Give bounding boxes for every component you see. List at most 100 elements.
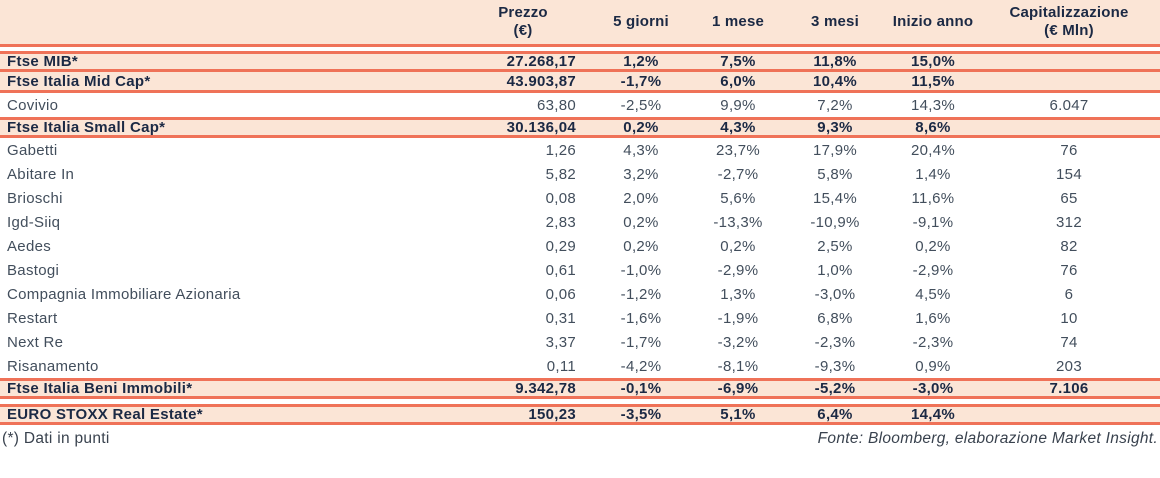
cell-value: 0,2% xyxy=(623,237,659,255)
cell-name: Next Re xyxy=(7,333,64,351)
column-header: 1 mese xyxy=(711,13,765,30)
cell-name: Igd-Siiq xyxy=(7,213,61,231)
cell-value: 150,23 xyxy=(528,406,576,423)
cell-value: -0,1% xyxy=(620,380,662,397)
table-header-row: Prezzo (€) 5 giorni 1 mese 3 mesi Inizio ann… xyxy=(0,0,1160,47)
cell-value: 76 xyxy=(1060,141,1078,159)
cell-value: 63,80 xyxy=(536,96,576,114)
table-row: Next Re 3,37 -1,7% -3,2% -2,3% -2,3% 74 xyxy=(0,330,1160,354)
cell-name: Restart xyxy=(7,309,58,327)
cell-value: -2,5% xyxy=(620,96,662,114)
cell-name: Covivio xyxy=(7,96,59,114)
cell-name: Abitare In xyxy=(7,165,75,183)
cell-value: 0,2% xyxy=(623,119,659,136)
cell-value: 15,0% xyxy=(910,53,956,70)
cell-value: 6 xyxy=(1064,285,1074,303)
cell-value: 1,4% xyxy=(915,165,951,183)
cell-value: -1,7% xyxy=(620,333,662,351)
cell-name: Ftse Italia Beni Immobili* xyxy=(7,380,193,397)
cell-value: -4,2% xyxy=(620,357,662,375)
column-header: Prezzo (€) xyxy=(498,4,548,39)
cell-value: 7,2% xyxy=(817,96,853,114)
cell-value: -2,9% xyxy=(912,261,954,279)
cell-value: 9.342,78 xyxy=(515,380,576,397)
column-header: 5 giorni xyxy=(613,13,669,30)
cell-value: 5,8% xyxy=(817,165,853,183)
cell-name: Risanamento xyxy=(7,357,99,375)
column-header: Capitalizzazione (€ Mln) xyxy=(1009,4,1129,39)
cell-value: 0,08 xyxy=(545,189,576,207)
cell-value: 8,6% xyxy=(915,119,951,136)
cell-value: 27.268,17 xyxy=(506,53,576,70)
cell-value: 4,3% xyxy=(623,141,659,159)
cell-value: 74 xyxy=(1060,333,1078,351)
cell-value: 154 xyxy=(1056,165,1082,183)
cell-value: -1,9% xyxy=(717,309,759,327)
cell-value: 4,3% xyxy=(720,119,756,136)
cell-value: 0,31 xyxy=(545,309,576,327)
cell-value: -3,5% xyxy=(620,406,662,423)
cell-name: Bastogi xyxy=(7,261,60,279)
cell-value: 14,4% xyxy=(910,406,956,423)
cell-value: 3,37 xyxy=(545,333,576,351)
table-body: Ftse MIB* 27.268,17 1,2% 7,5% 11,8% 15,0% Ftse… xyxy=(0,51,1160,425)
table-row: Aedes 0,29 0,2% 0,2% 2,5% 0,2% 82 xyxy=(0,234,1160,258)
column-header: 3 mesi xyxy=(811,13,859,30)
cell-value: 0,29 xyxy=(545,237,576,255)
cell-value: -1,7% xyxy=(620,72,662,90)
cell-value: 65 xyxy=(1060,189,1078,207)
cell-value: 10 xyxy=(1060,309,1078,327)
cell-value: 82 xyxy=(1060,237,1078,255)
table-row: Risanamento 0,11 -4,2% -8,1% -9,3% 0,9% 203 xyxy=(0,354,1160,378)
cell-value: 11,5% xyxy=(911,72,955,90)
cell-name: EURO STOXX Real Estate* xyxy=(7,406,203,423)
table-row: EURO STOXX Real Estate* 150,23 -3,5% 5,1% 6,… xyxy=(0,404,1160,425)
cell-value: 1,0% xyxy=(817,261,853,279)
cell-value: 5,82 xyxy=(545,165,576,183)
table-row: Gabetti 1,26 4,3% 23,7% 17,9% 20,4% 76 xyxy=(0,138,1160,162)
table-footer: (*) Dati in punti Fonte: Bloomberg, elab… xyxy=(0,425,1160,451)
cell-value: 0,61 xyxy=(545,261,576,279)
section-gap xyxy=(0,399,1160,404)
cell-value: 7.106 xyxy=(1049,380,1089,397)
cell-name: Brioschi xyxy=(7,189,63,207)
cell-name: Ftse Italia Mid Cap* xyxy=(7,72,151,90)
cell-value: -9,1% xyxy=(912,213,954,231)
cell-value: 9,9% xyxy=(720,96,756,114)
cell-value: 43.903,87 xyxy=(506,72,576,90)
cell-value: -2,3% xyxy=(912,333,954,351)
cell-value: -1,0% xyxy=(620,261,662,279)
cell-value: -5,2% xyxy=(814,380,856,397)
cell-value: 6,0% xyxy=(720,72,756,90)
source-attribution: Fonte: Bloomberg, elaborazione Market In… xyxy=(817,430,1158,447)
cell-value: 0,11 xyxy=(546,357,576,375)
cell-value: 5,1% xyxy=(720,406,756,423)
table-row: Bastogi 0,61 -1,0% -2,9% 1,0% -2,9% 76 xyxy=(0,258,1160,282)
cell-value: 4,5% xyxy=(915,285,951,303)
cell-value: 6.047 xyxy=(1049,96,1089,114)
cell-value: -2,7% xyxy=(717,165,759,183)
cell-value: 0,06 xyxy=(545,285,576,303)
cell-value: 1,26 xyxy=(545,141,576,159)
table-row: Abitare In 5,82 3,2% -2,7% 5,8% 1,4% 154 xyxy=(0,162,1160,186)
cell-value: -6,9% xyxy=(717,380,759,397)
table-row: Ftse Italia Small Cap* 30.136,04 0,2% 4,3% 9… xyxy=(0,117,1160,138)
cell-value: 5,6% xyxy=(720,189,756,207)
cell-value: -1,2% xyxy=(620,285,662,303)
table-row: Brioschi 0,08 2,0% 5,6% 15,4% 11,6% 65 xyxy=(0,186,1160,210)
cell-value: 2,0% xyxy=(623,189,659,207)
cell-value: -3,0% xyxy=(912,380,954,397)
cell-value: -9,3% xyxy=(814,357,856,375)
cell-value: -8,1% xyxy=(717,357,759,375)
cell-value: 15,4% xyxy=(812,189,858,207)
cell-value: 1,3% xyxy=(720,285,756,303)
cell-value: 2,5% xyxy=(817,237,853,255)
cell-name: Aedes xyxy=(7,237,52,255)
cell-value: -2,3% xyxy=(814,333,856,351)
cell-value: 30.136,04 xyxy=(506,119,576,136)
cell-value: 3,2% xyxy=(623,165,659,183)
cell-value: 203 xyxy=(1056,357,1082,375)
cell-value: 0,2% xyxy=(623,213,659,231)
cell-value: 6,4% xyxy=(817,406,853,423)
cell-value: 14,3% xyxy=(910,96,956,114)
